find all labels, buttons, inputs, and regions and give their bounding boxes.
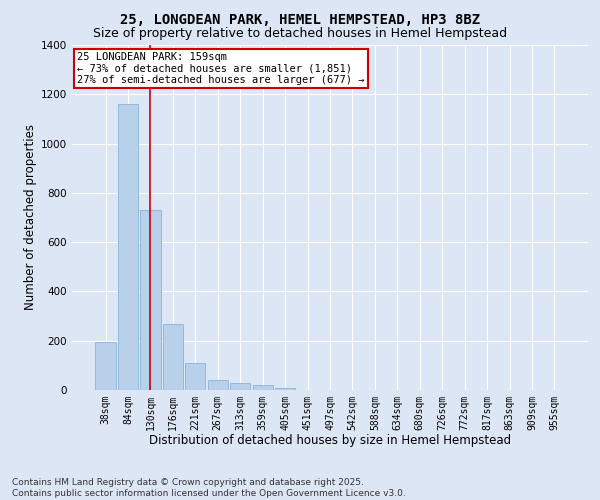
Bar bbox=[163, 324, 183, 390]
Bar bbox=[208, 380, 228, 390]
Bar bbox=[253, 385, 273, 390]
Bar bbox=[185, 363, 205, 390]
Text: Size of property relative to detached houses in Hemel Hempstead: Size of property relative to detached ho… bbox=[93, 28, 507, 40]
Bar bbox=[118, 104, 138, 390]
Text: Contains HM Land Registry data © Crown copyright and database right 2025.
Contai: Contains HM Land Registry data © Crown c… bbox=[12, 478, 406, 498]
Bar bbox=[140, 210, 161, 390]
Text: 25, LONGDEAN PARK, HEMEL HEMPSTEAD, HP3 8BZ: 25, LONGDEAN PARK, HEMEL HEMPSTEAD, HP3 … bbox=[120, 12, 480, 26]
Bar bbox=[95, 342, 116, 390]
Text: 25 LONGDEAN PARK: 159sqm
← 73% of detached houses are smaller (1,851)
27% of sem: 25 LONGDEAN PARK: 159sqm ← 73% of detach… bbox=[77, 52, 365, 85]
X-axis label: Distribution of detached houses by size in Hemel Hempstead: Distribution of detached houses by size … bbox=[149, 434, 511, 448]
Bar bbox=[275, 388, 295, 390]
Y-axis label: Number of detached properties: Number of detached properties bbox=[24, 124, 37, 310]
Bar bbox=[230, 382, 250, 390]
